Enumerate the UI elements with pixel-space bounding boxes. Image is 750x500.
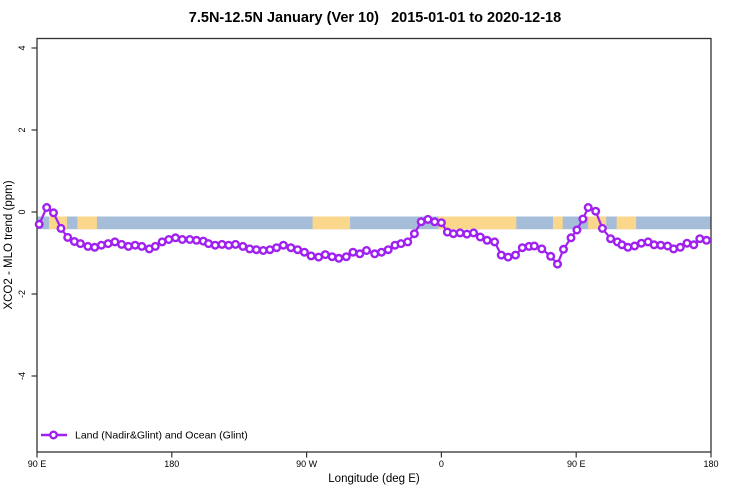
- data-point: [306, 251, 316, 261]
- x-tick-label: 0: [439, 459, 444, 469]
- data-point: [177, 234, 187, 244]
- data-point: [455, 228, 465, 238]
- data-point: [529, 241, 539, 251]
- x-axis-title: Longitude (deg E): [328, 473, 420, 485]
- data-point: [83, 241, 93, 251]
- data-point: [462, 229, 472, 239]
- data-point: [636, 238, 646, 248]
- data-point: [591, 206, 601, 216]
- data-point: [559, 244, 569, 254]
- data-point: [475, 232, 485, 242]
- x-tick-label: 180: [164, 459, 179, 469]
- data-point: [224, 240, 234, 250]
- y-tick-label: 0: [17, 209, 27, 214]
- land-segment: [616, 216, 637, 230]
- y-tick-label: 2: [17, 127, 27, 132]
- data-point: [490, 237, 500, 247]
- data-point: [49, 208, 59, 218]
- data-point: [75, 239, 85, 249]
- legend-label: Land (Nadir&Glint) and Ocean (Glint): [75, 430, 248, 442]
- data-point: [546, 251, 556, 261]
- x-tick-label: 180: [703, 459, 718, 469]
- data-point: [210, 240, 220, 250]
- x-tick-label: 90 E: [28, 459, 47, 469]
- data-point: [230, 239, 240, 249]
- legend-marker-icon: [49, 430, 59, 440]
- data-point: [56, 223, 66, 233]
- land-segment: [552, 216, 563, 230]
- data-point: [436, 218, 446, 228]
- data-point: [150, 241, 160, 251]
- x-tick-label: 90 W: [296, 459, 318, 469]
- data-point: [348, 247, 358, 257]
- data-point: [656, 240, 666, 250]
- ocean-band: [37, 216, 711, 230]
- data-point: [511, 250, 521, 260]
- data-point: [362, 245, 372, 255]
- data-point: [597, 223, 607, 233]
- data-point: [583, 202, 593, 212]
- y-axis-title: XCO2 - MLO trend (ppm): [3, 180, 15, 310]
- data-point: [537, 244, 547, 254]
- data-point: [355, 249, 365, 259]
- data-point: [578, 214, 588, 224]
- data-point: [123, 241, 133, 251]
- data-point: [606, 234, 616, 244]
- data-point: [689, 240, 699, 250]
- plot-border: [36, 37, 712, 453]
- data-point: [34, 219, 44, 229]
- y-tick-label: 4: [17, 45, 27, 50]
- data-point: [341, 252, 351, 262]
- data-point: [553, 259, 563, 269]
- data-point: [566, 233, 576, 243]
- data-point: [117, 239, 127, 249]
- data-point: [682, 238, 692, 248]
- legend: Land (Nadir&Glint) and Ocean (Glint): [41, 430, 248, 442]
- data-point: [482, 235, 492, 245]
- land-segment: [438, 216, 517, 230]
- data-point: [496, 250, 506, 260]
- data-point: [334, 253, 344, 263]
- data-point: [623, 242, 633, 252]
- data-point: [137, 241, 147, 251]
- data-point: [299, 247, 309, 257]
- y-tick-label: -2: [17, 290, 27, 298]
- plot-layers: 90 E 180 90 W 0 90 E 180 4 2 0 -2 -4: [17, 37, 719, 469]
- data-point: [278, 240, 288, 250]
- data-point: [702, 235, 712, 245]
- data-point: [630, 241, 640, 251]
- data-point: [251, 245, 261, 255]
- data-point: [130, 240, 140, 250]
- data-point: [409, 229, 419, 239]
- data-point: [403, 237, 413, 247]
- data-point: [469, 228, 479, 238]
- data-point: [63, 232, 73, 242]
- land-segment: [77, 216, 97, 230]
- data-point: [103, 239, 113, 249]
- land-segment: [312, 216, 351, 230]
- data-point: [517, 243, 527, 253]
- data-point: [503, 252, 513, 262]
- data-point: [383, 245, 393, 255]
- data-point: [191, 235, 201, 245]
- x-tick-label: 90 E: [567, 459, 586, 469]
- data-point: [42, 202, 52, 212]
- y-tick-label: -4: [17, 372, 27, 380]
- data-point: [170, 233, 180, 243]
- data-point: [370, 249, 380, 259]
- chart-title: 7.5N-12.5N January (Ver 10) 2015-01-01 t…: [188, 10, 562, 26]
- data-point: [675, 242, 685, 252]
- data-point: [572, 225, 582, 235]
